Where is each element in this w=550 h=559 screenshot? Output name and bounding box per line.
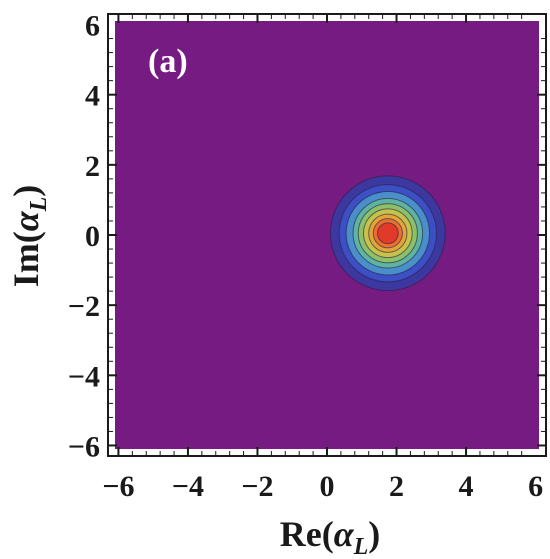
x-tick-labels: −6 −4 −2 0 2 4 6 <box>102 470 543 503</box>
x-axis-label-var: α <box>334 514 355 554</box>
y-tick-label: −6 <box>68 430 100 463</box>
x-tick-label: 0 <box>320 470 335 503</box>
panel-label: (a) <box>148 43 188 80</box>
plot-area <box>107 13 547 457</box>
y-tick-label: 6 <box>85 10 100 43</box>
x-axis-label-sub: L <box>353 534 369 559</box>
y-tick-label: −4 <box>68 360 100 393</box>
y-axis-label-main: Im( <box>6 231 46 287</box>
contour-levels <box>329 175 446 292</box>
y-tick-label: −2 <box>68 290 100 323</box>
x-tick-label: −4 <box>172 470 204 503</box>
y-tick-labels: −6 −4 −2 0 2 4 6 <box>68 10 100 464</box>
x-tick-label: 2 <box>389 470 404 503</box>
y-tick-label: 2 <box>85 150 100 183</box>
x-axis-label-close: ) <box>368 514 380 554</box>
y-tick-label: 4 <box>85 80 100 113</box>
x-tick-label: 4 <box>459 470 474 503</box>
x-axis-label-main: Re( <box>280 514 334 554</box>
x-tick-label: −2 <box>241 470 273 503</box>
contour-level-8 <box>376 222 399 245</box>
y-axis-label: Im(αL) <box>6 185 52 288</box>
axis-ticks <box>108 14 546 456</box>
y-axis-label-close: ) <box>6 185 46 197</box>
x-tick-label: −6 <box>102 470 134 503</box>
x-axis-label: Re(αL) <box>280 514 381 559</box>
density-background <box>115 21 539 449</box>
y-axis-label-var: α <box>6 210 46 231</box>
y-tick-label: 0 <box>85 220 100 253</box>
y-axis-label-sub: L <box>26 197 52 213</box>
x-tick-label: 6 <box>528 470 543 503</box>
